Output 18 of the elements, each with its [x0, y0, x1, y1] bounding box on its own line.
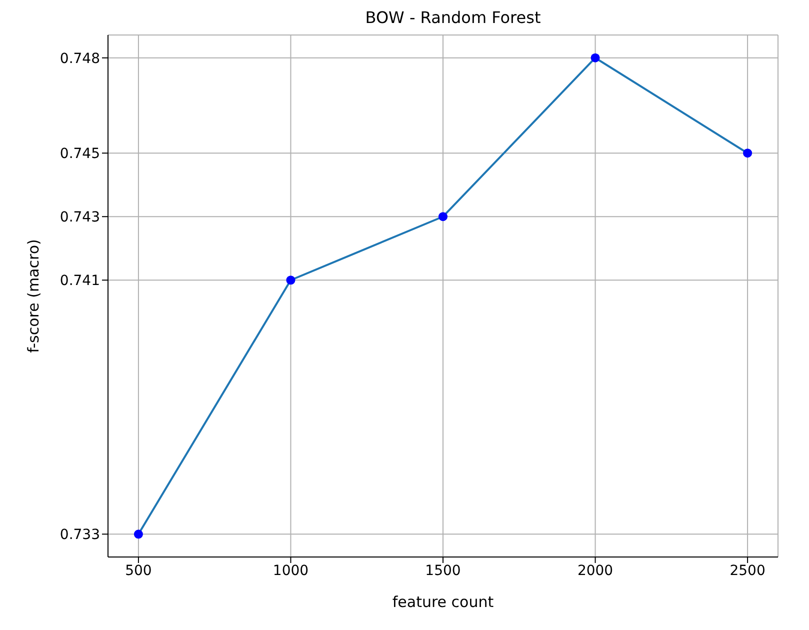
- y-axis-title: f-score (macro): [24, 239, 42, 353]
- x-tick-label: 500: [125, 562, 152, 579]
- y-tick-label: 0.741: [60, 273, 100, 290]
- x-tick-label: 2500: [730, 562, 766, 579]
- y-tick-label: 0.748: [60, 50, 100, 67]
- chart-title: BOW - Random Forest: [364, 8, 542, 27]
- y-tick-label: 0.745: [60, 146, 100, 162]
- y-tick-label: 0.743: [60, 210, 100, 226]
- point: [286, 276, 296, 285]
- point: [438, 212, 448, 222]
- point: [590, 53, 600, 62]
- point: [743, 148, 752, 158]
- x-axis-title: feature count: [392, 593, 494, 611]
- x-tick-label: 2000: [577, 562, 614, 579]
- point: [134, 530, 143, 539]
- x-tick-label: 1500: [425, 562, 461, 579]
- y-tick-label: 0.733: [60, 527, 100, 544]
- x-tick-label: 1000: [272, 562, 309, 579]
